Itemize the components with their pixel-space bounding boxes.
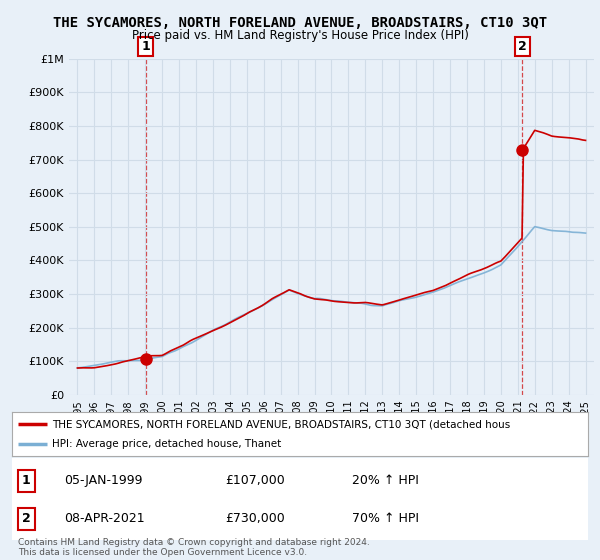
Text: £107,000: £107,000 (225, 474, 285, 487)
Text: 1: 1 (22, 474, 31, 487)
Text: 2: 2 (22, 512, 31, 525)
Text: THE SYCAMORES, NORTH FORELAND AVENUE, BROADSTAIRS, CT10 3QT: THE SYCAMORES, NORTH FORELAND AVENUE, BR… (53, 16, 547, 30)
Text: THE SYCAMORES, NORTH FORELAND AVENUE, BROADSTAIRS, CT10 3QT (detached hous: THE SYCAMORES, NORTH FORELAND AVENUE, BR… (52, 419, 511, 429)
Text: 05-JAN-1999: 05-JAN-1999 (64, 474, 142, 487)
Text: Contains HM Land Registry data © Crown copyright and database right 2024.
This d: Contains HM Land Registry data © Crown c… (18, 538, 370, 557)
Text: Price paid vs. HM Land Registry's House Price Index (HPI): Price paid vs. HM Land Registry's House … (131, 29, 469, 42)
Text: 20% ↑ HPI: 20% ↑ HPI (352, 474, 419, 487)
Text: 70% ↑ HPI: 70% ↑ HPI (352, 512, 419, 525)
Text: 08-APR-2021: 08-APR-2021 (64, 512, 145, 525)
Text: HPI: Average price, detached house, Thanet: HPI: Average price, detached house, Than… (52, 439, 281, 449)
Text: £730,000: £730,000 (225, 512, 285, 525)
Text: 2: 2 (518, 40, 527, 53)
Text: 1: 1 (141, 40, 150, 53)
